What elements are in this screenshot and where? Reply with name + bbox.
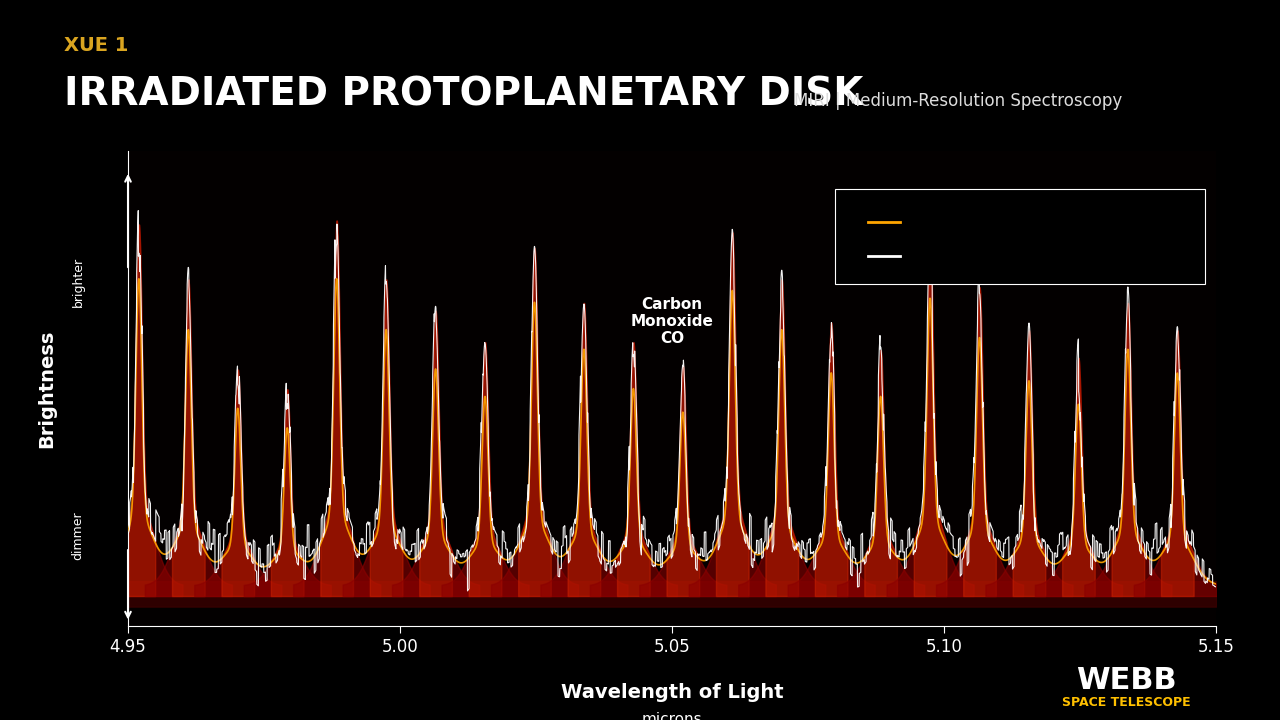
- FancyBboxPatch shape: [836, 189, 1206, 284]
- Text: Model: Model: [911, 215, 957, 230]
- Text: Wavelength of Light: Wavelength of Light: [561, 683, 783, 703]
- Text: XUE 1: XUE 1: [64, 36, 128, 55]
- Text: microns: microns: [641, 712, 703, 720]
- Text: Webb Data: Webb Data: [911, 248, 996, 264]
- Text: SPACE TELESCOPE: SPACE TELESCOPE: [1062, 696, 1190, 708]
- Text: WEBB: WEBB: [1076, 666, 1176, 695]
- Text: dimmer: dimmer: [72, 511, 84, 559]
- Text: IRRADIATED PROTOPLANETARY DISK: IRRADIATED PROTOPLANETARY DISK: [64, 75, 864, 113]
- Text: MIRI | Medium-Resolution Spectroscopy: MIRI | Medium-Resolution Spectroscopy: [794, 92, 1121, 110]
- Text: Carbon
Monoxide
CO: Carbon Monoxide CO: [631, 297, 713, 346]
- Text: Brightness: Brightness: [37, 330, 56, 448]
- Text: brighter: brighter: [72, 257, 84, 307]
